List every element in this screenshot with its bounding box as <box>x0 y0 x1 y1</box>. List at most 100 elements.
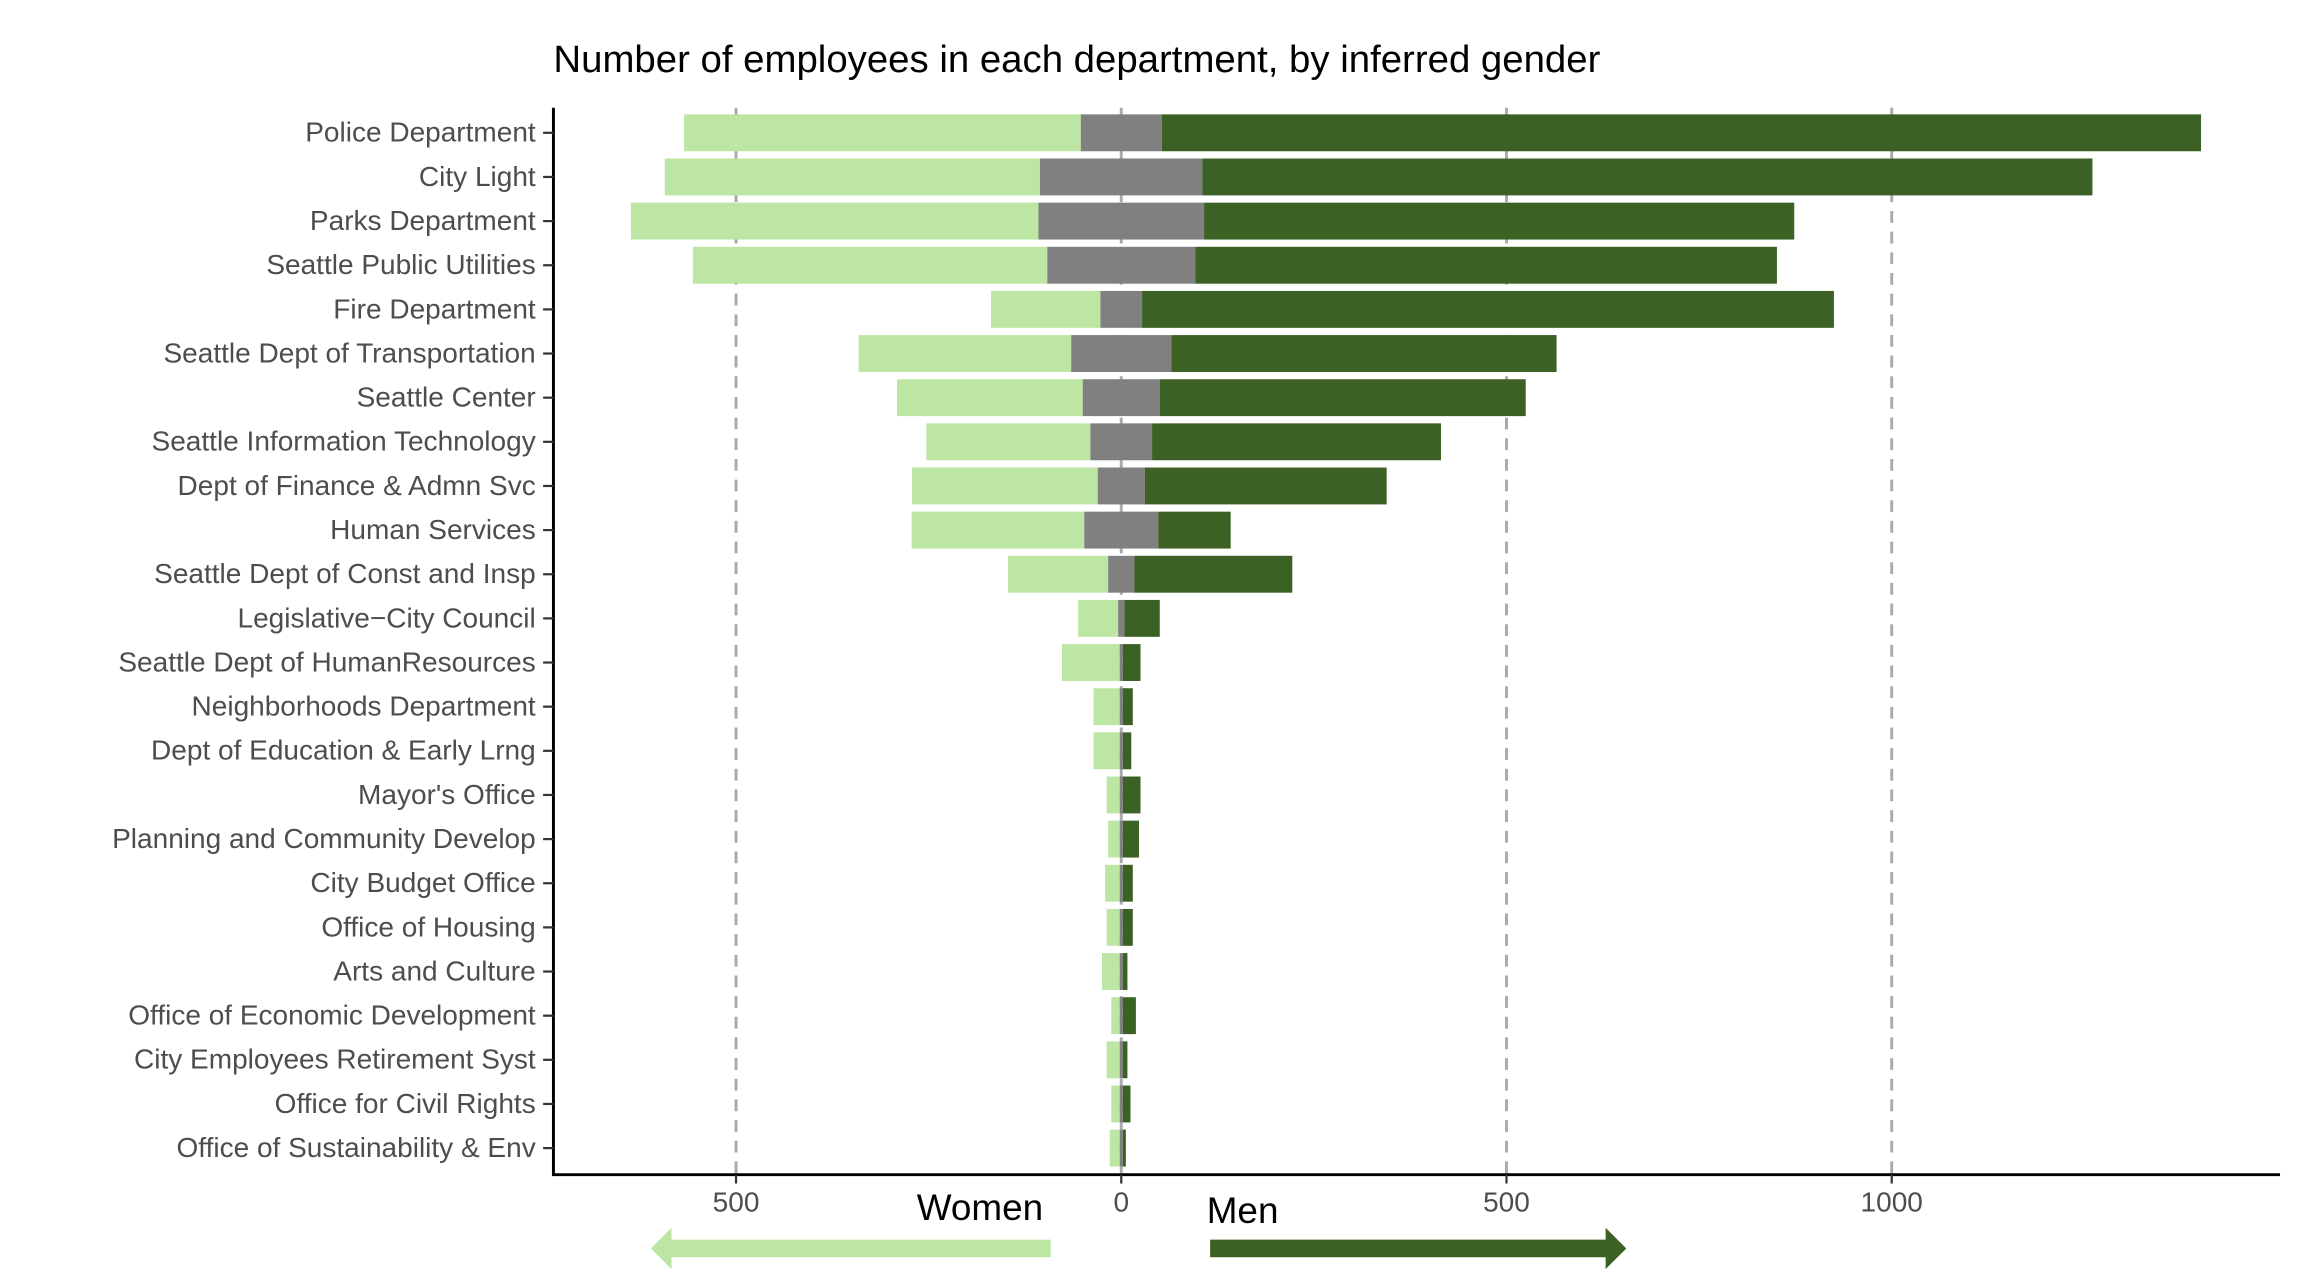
x-tick-label: 500 <box>713 1187 760 1218</box>
y-tick-label: Arts and Culture <box>333 955 535 986</box>
bar <box>1122 1129 1126 1167</box>
y-tick-label: Planning and Community Develop <box>112 823 536 854</box>
chart-title: Number of employees in each department, … <box>553 38 1600 81</box>
bar <box>1106 776 1120 814</box>
bar <box>1119 1041 1123 1079</box>
bar <box>1071 335 1172 372</box>
bar <box>1082 379 1160 417</box>
bar <box>1122 688 1133 726</box>
y-tick-label: Office of Sustainability & Env <box>177 1132 536 1163</box>
bar <box>1119 644 1123 681</box>
bar <box>1119 732 1123 770</box>
y-tick-label: Office for Civil Rights <box>275 1088 536 1119</box>
bar <box>1144 467 1387 505</box>
y-tick-label: Seattle Dept of Const and Insp <box>154 558 536 589</box>
y-tick-label: Mayor's Office <box>358 779 536 810</box>
y-tick-label: Office of Economic Development <box>128 1000 536 1031</box>
y-tick-label: Legislative−City Council <box>238 602 536 633</box>
bar <box>1195 246 1777 284</box>
x-tick-label: 0 <box>1113 1187 1129 1218</box>
y-tick-label: Seattle Dept of Transportation <box>164 337 536 368</box>
bar <box>1119 1129 1123 1167</box>
bar <box>1078 599 1119 637</box>
bar <box>1108 555 1135 593</box>
bar <box>1122 776 1141 814</box>
bar <box>1171 335 1557 372</box>
y-tick-label: Office of Housing <box>321 911 535 942</box>
bar <box>1119 1085 1123 1123</box>
bar <box>912 467 1098 505</box>
bar <box>1061 644 1120 681</box>
bars <box>630 114 2202 1167</box>
bar <box>991 290 1101 328</box>
bar <box>1106 908 1120 946</box>
bar <box>1109 1129 1120 1167</box>
y-tick-label: Dept of Finance & Admn Svc <box>178 470 536 501</box>
bar <box>1122 953 1128 990</box>
y-tick-label: Seattle Dept of HumanResources <box>118 646 535 677</box>
bar <box>1152 423 1441 461</box>
y-tick-label: Fire Department <box>333 293 536 324</box>
y-tick-label: Human Services <box>330 514 536 545</box>
bar <box>684 114 1081 152</box>
bar <box>1158 511 1231 549</box>
bar <box>1039 158 1203 196</box>
bar <box>1119 908 1123 946</box>
bar <box>1047 246 1196 284</box>
bar <box>1119 864 1123 902</box>
bar <box>1108 820 1120 858</box>
bar <box>1100 290 1143 328</box>
bar <box>1090 423 1153 461</box>
bar <box>1122 1085 1131 1123</box>
legend-women: Women <box>917 1187 1043 1228</box>
bar <box>858 335 1072 372</box>
y-tick-label: Police Department <box>305 117 536 148</box>
y-tick-label: Neighborhoods Department <box>192 691 536 722</box>
bar <box>1122 820 1139 858</box>
bar <box>692 246 1048 284</box>
bar <box>1038 202 1205 240</box>
bar <box>1134 555 1293 593</box>
bar <box>1119 997 1123 1035</box>
bar <box>1106 1041 1120 1079</box>
bar <box>1080 114 1162 152</box>
bar <box>1084 511 1159 549</box>
bar <box>664 158 1040 196</box>
x-tick-label: 1000 <box>1861 1187 1923 1218</box>
y-tick-label: Seattle Information Technology <box>152 426 536 457</box>
bar <box>630 202 1039 240</box>
bar <box>1119 776 1123 814</box>
bar <box>1105 864 1120 902</box>
grid <box>734 107 1894 1175</box>
y-tick-label: City Light <box>419 161 536 192</box>
bar <box>1122 908 1133 946</box>
bar <box>1122 644 1141 681</box>
y-tick-label: City Budget Office <box>310 867 535 898</box>
bar <box>1093 688 1120 726</box>
y-tick-label: Seattle Public Utilities <box>266 249 535 280</box>
x-tick-label: 500 <box>1483 1187 1530 1218</box>
bar <box>1161 114 2202 152</box>
men-arrow <box>1210 1227 1627 1270</box>
bar <box>1122 997 1136 1035</box>
bar <box>1124 599 1160 637</box>
bar <box>1118 599 1125 637</box>
y-tick-label: Parks Department <box>310 205 536 236</box>
bar <box>926 423 1091 461</box>
y-tick-label: City Employees Retirement Syst <box>134 1044 536 1075</box>
bar <box>1111 997 1120 1035</box>
bar <box>1142 290 1834 328</box>
bar <box>1202 158 2093 196</box>
bar <box>1008 555 1109 593</box>
bar <box>1122 1041 1128 1079</box>
bar <box>1119 953 1123 990</box>
bar <box>1119 688 1123 726</box>
bar <box>1111 1085 1120 1123</box>
women-arrow <box>650 1227 1051 1270</box>
bar <box>911 511 1085 549</box>
y-tick-label: Seattle Center <box>357 382 536 413</box>
bar <box>1204 202 1795 240</box>
legend-men: Men <box>1207 1190 1279 1231</box>
